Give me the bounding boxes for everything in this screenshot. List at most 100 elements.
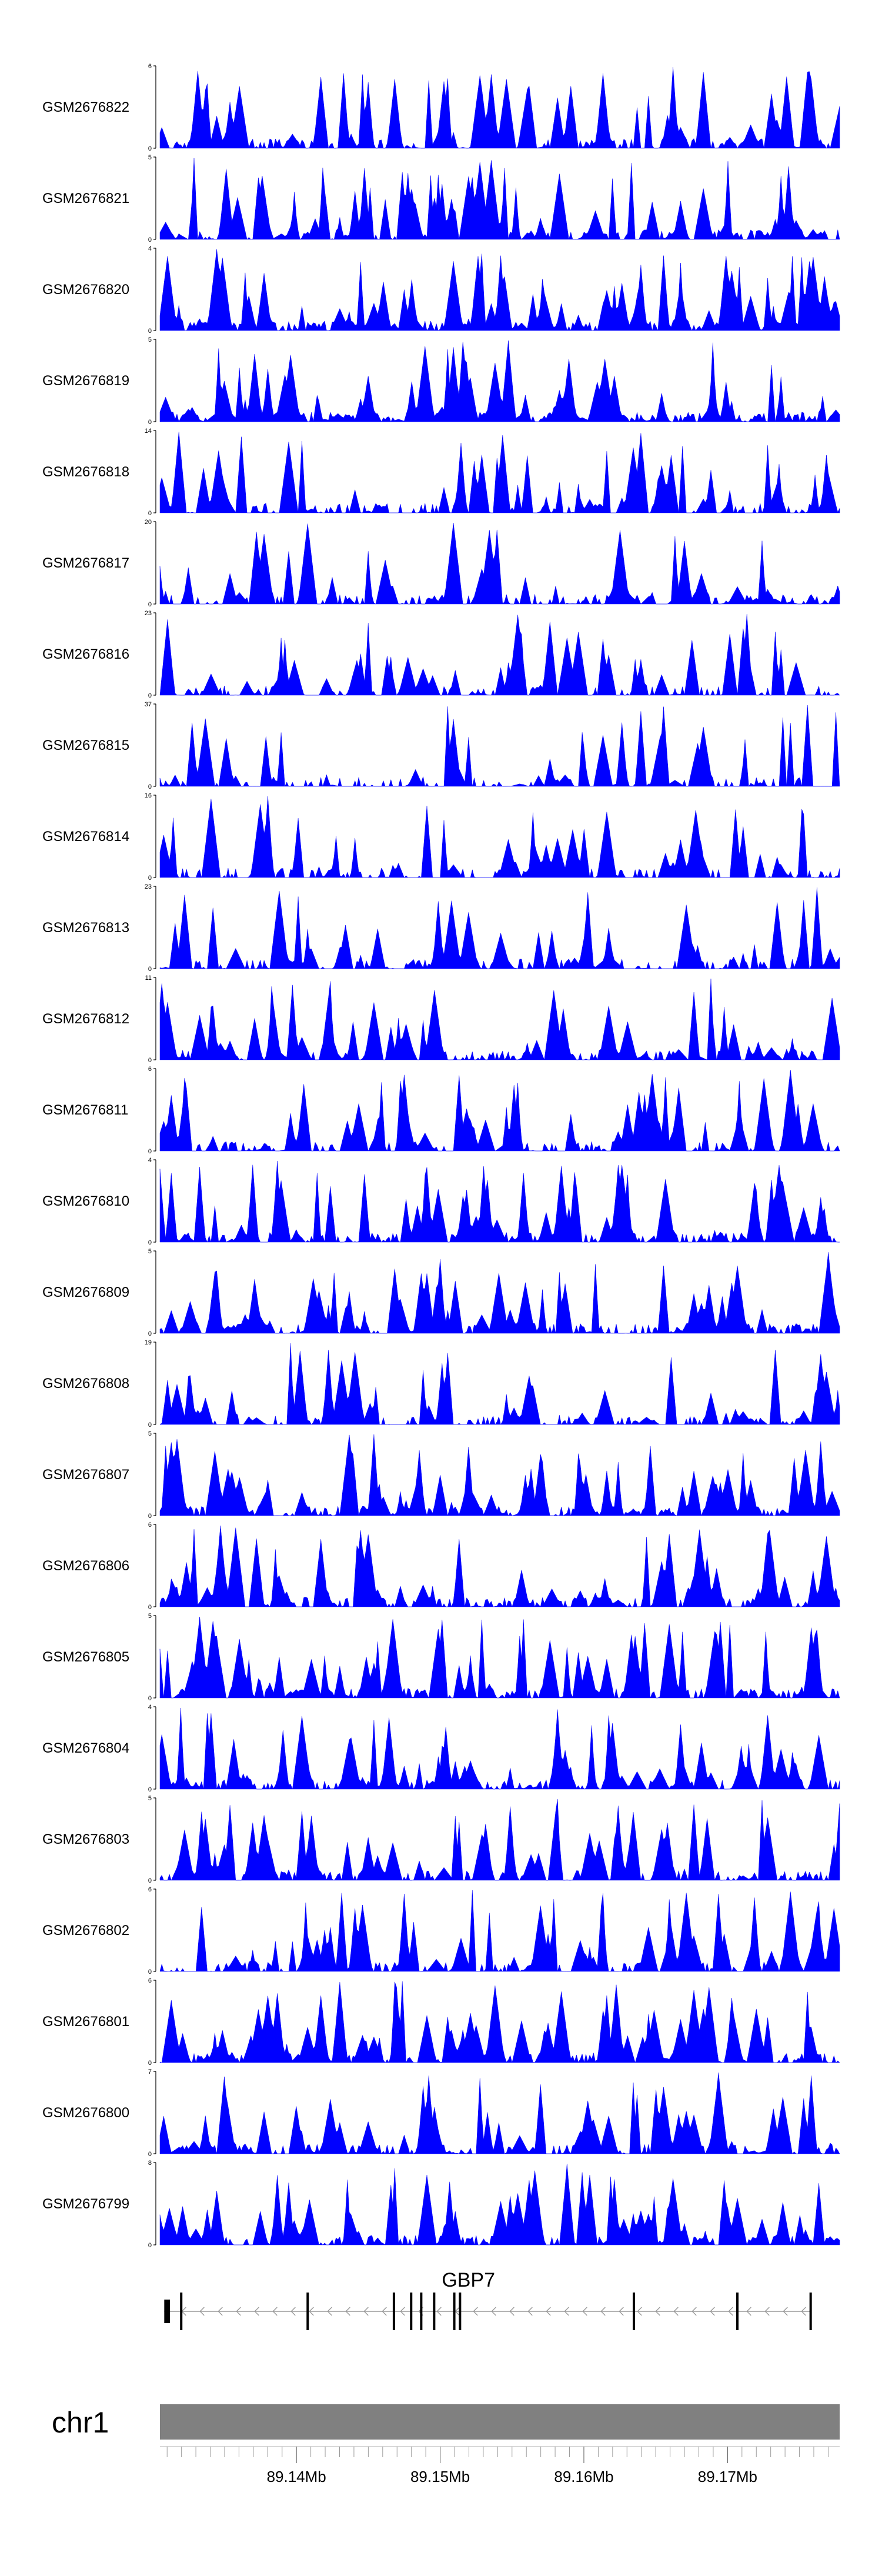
- y-tick-max-label: 8: [148, 2160, 152, 2167]
- coverage-track: GSM2676806 6 0: [42, 1521, 840, 1611]
- y-tick-max-label: 5: [148, 154, 152, 161]
- track-label: GSM2676814: [42, 829, 129, 845]
- coverage-track: GSM2676809 5 0: [42, 1248, 840, 1337]
- gene-exon: [453, 2293, 456, 2330]
- strand-arrow: [400, 2307, 405, 2316]
- strand-arrow: [783, 2307, 788, 2316]
- strand-arrow: [710, 2307, 715, 2316]
- track-label: GSM2676809: [42, 1284, 129, 1300]
- y-tick-min-label: 0: [148, 2060, 152, 2067]
- gene-exon: [633, 2293, 636, 2330]
- y-tick-min-label: 0: [148, 1786, 152, 1793]
- chromosome-ideogram-bar: [160, 2404, 840, 2440]
- strand-arrow: [746, 2307, 751, 2316]
- coverage-track: GSM2676799 8 0: [42, 2160, 840, 2249]
- strand-arrow: [473, 2307, 478, 2316]
- y-tick-max-label: 14: [145, 428, 152, 435]
- track-label: GSM2676804: [42, 1740, 129, 1756]
- coverage-track: GSM2676807 5 0: [42, 1430, 840, 1520]
- coverage-area: [159, 2072, 840, 2154]
- strand-arrow: [509, 2307, 514, 2316]
- track-label: GSM2676807: [42, 1467, 129, 1483]
- coverage-track: GSM2676811 6 0: [42, 1066, 840, 1155]
- coverage-area: [159, 796, 840, 878]
- coverage-area: [159, 2163, 840, 2245]
- coverage-track: GSM2676820 4 0: [42, 245, 840, 335]
- coverage-area: [159, 1707, 840, 1790]
- strand-arrow: [619, 2307, 624, 2316]
- y-tick-max-label: 4: [148, 1157, 152, 1164]
- y-tick-min-label: 0: [148, 783, 152, 790]
- y-tick-max-label: 23: [145, 883, 152, 890]
- coverage-area: [159, 1343, 840, 1425]
- strand-arrow: [801, 2307, 806, 2316]
- gene-exon: [180, 2293, 183, 2330]
- strand-arrow: [309, 2307, 314, 2316]
- y-tick-min-label: 0: [148, 1148, 152, 1155]
- coverage-area: [159, 249, 840, 331]
- coverage-area: [159, 887, 840, 969]
- y-tick-min-label: 0: [148, 1422, 152, 1429]
- track-label: GSM2676810: [42, 1193, 129, 1209]
- coverage-track: GSM2676810 4 0: [42, 1157, 840, 1246]
- coverage-track: GSM2676812 11 0: [42, 975, 840, 1064]
- y-tick-min-label: 0: [148, 1968, 152, 1976]
- coverage-track: GSM2676815 37 0: [42, 701, 840, 790]
- track-label: GSM2676801: [42, 2014, 129, 2030]
- coverage-area: [159, 1069, 840, 1152]
- y-tick-min-label: 0: [148, 1330, 152, 1337]
- y-tick-max-label: 6: [148, 1066, 152, 1073]
- coverage-area: [159, 66, 840, 149]
- strand-arrow: [600, 2307, 606, 2316]
- y-tick-max-label: 7: [148, 2068, 152, 2076]
- coverage-track: GSM2676819 5 0: [42, 336, 840, 426]
- y-tick-min-label: 0: [148, 145, 152, 152]
- y-tick-min-label: 0: [148, 2242, 152, 2249]
- strand-arrow: [254, 2307, 259, 2316]
- y-tick-max-label: 16: [145, 792, 152, 799]
- strand-arrow: [637, 2307, 642, 2316]
- coverage-area: [159, 1890, 840, 1972]
- coverage-track: GSM2676822 6 0: [42, 63, 840, 152]
- y-tick-max-label: 5: [148, 1795, 152, 1802]
- y-tick-min-label: 0: [148, 1877, 152, 1884]
- y-tick-min-label: 0: [148, 601, 152, 608]
- coverage-area: [159, 1434, 840, 1516]
- coverage-area: [159, 1252, 840, 1334]
- y-tick-max-label: 6: [148, 1886, 152, 1893]
- coverage-area: [159, 158, 840, 240]
- y-tick-min-label: 0: [148, 510, 152, 517]
- y-tick-min-label: 0: [148, 692, 152, 699]
- coverage-track: GSM2676813 23 0: [42, 883, 840, 973]
- gene-exon: [392, 2293, 395, 2330]
- y-tick-max-label: 5: [148, 1430, 152, 1437]
- y-tick-max-label: 23: [145, 610, 152, 617]
- y-tick-min-label: 0: [148, 236, 152, 243]
- y-tick-max-label: 5: [148, 1613, 152, 1620]
- genome-axis-track: chr1 89.14Mb 89.15Mb 89.16Mb 89.17Mb: [52, 2404, 840, 2485]
- strand-arrow: [491, 2307, 496, 2316]
- strand-arrow: [728, 2307, 733, 2316]
- coverage-area: [159, 1798, 840, 1881]
- gene-exon: [809, 2293, 812, 2330]
- track-label: GSM2676800: [42, 2105, 129, 2121]
- strand-arrow: [236, 2307, 241, 2316]
- gene-model-track: GBP7: [164, 2269, 812, 2330]
- strand-arrow: [290, 2307, 296, 2316]
- x-tick-label: 89.17Mb: [698, 2468, 757, 2485]
- track-label: GSM2676803: [42, 1831, 129, 1847]
- coverage-track: GSM2676817 20 0: [42, 519, 840, 608]
- coverage-area: [159, 522, 840, 605]
- track-label: GSM2676816: [42, 646, 129, 662]
- gene-exon: [433, 2293, 436, 2330]
- y-tick-min-label: 0: [148, 1604, 152, 1611]
- coverage-track: GSM2676814 16 0: [42, 792, 840, 882]
- track-label: GSM2676805: [42, 1649, 129, 1665]
- y-tick-max-label: 6: [148, 1521, 152, 1529]
- strand-arrow: [382, 2307, 387, 2316]
- coverage-area: [159, 1160, 840, 1243]
- strand-arrow: [218, 2307, 223, 2316]
- y-tick-min-label: 0: [148, 1239, 152, 1246]
- y-tick-min-label: 0: [148, 1513, 152, 1520]
- gene-exon: [306, 2293, 309, 2330]
